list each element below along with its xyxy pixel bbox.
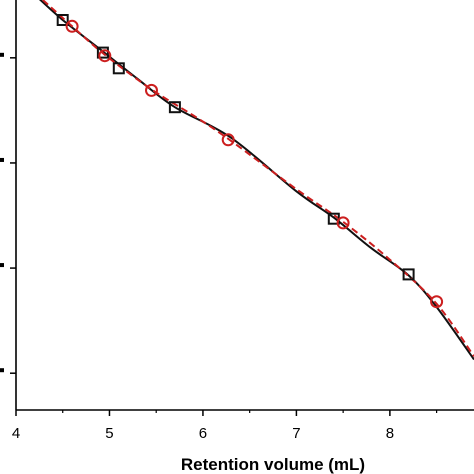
data-point-circle	[221, 133, 235, 147]
x-tick-label: 4	[12, 425, 20, 442]
data-point-circle	[98, 49, 112, 63]
x-tick-label: 5	[105, 425, 113, 442]
y-tick-label-fragment	[0, 157, 4, 162]
data-point-square	[402, 268, 415, 281]
data-point-circle	[430, 295, 444, 309]
data-point-square	[168, 101, 181, 114]
x-tick-label: 8	[386, 425, 394, 442]
data-point-circle	[336, 216, 350, 230]
x-tick-label: 6	[199, 425, 207, 442]
data-point-circle	[145, 83, 158, 97]
x-tick-label: 7	[292, 425, 300, 442]
ticks: 4 5 6 7 8	[0, 52, 438, 442]
y-tick-label-fragment	[0, 52, 4, 57]
data-point-square	[96, 46, 109, 59]
x-axis-title: Retention volume (mL)	[181, 455, 365, 474]
data-point-square	[112, 62, 125, 75]
data-point-circle	[65, 19, 79, 33]
axes	[15, 0, 474, 411]
y-tick-label-fragment	[0, 368, 4, 373]
plot-area	[38, 0, 474, 361]
data-point-square	[56, 14, 69, 26]
data-markers	[56, 14, 444, 309]
y-tick-label-fragment	[0, 263, 4, 268]
